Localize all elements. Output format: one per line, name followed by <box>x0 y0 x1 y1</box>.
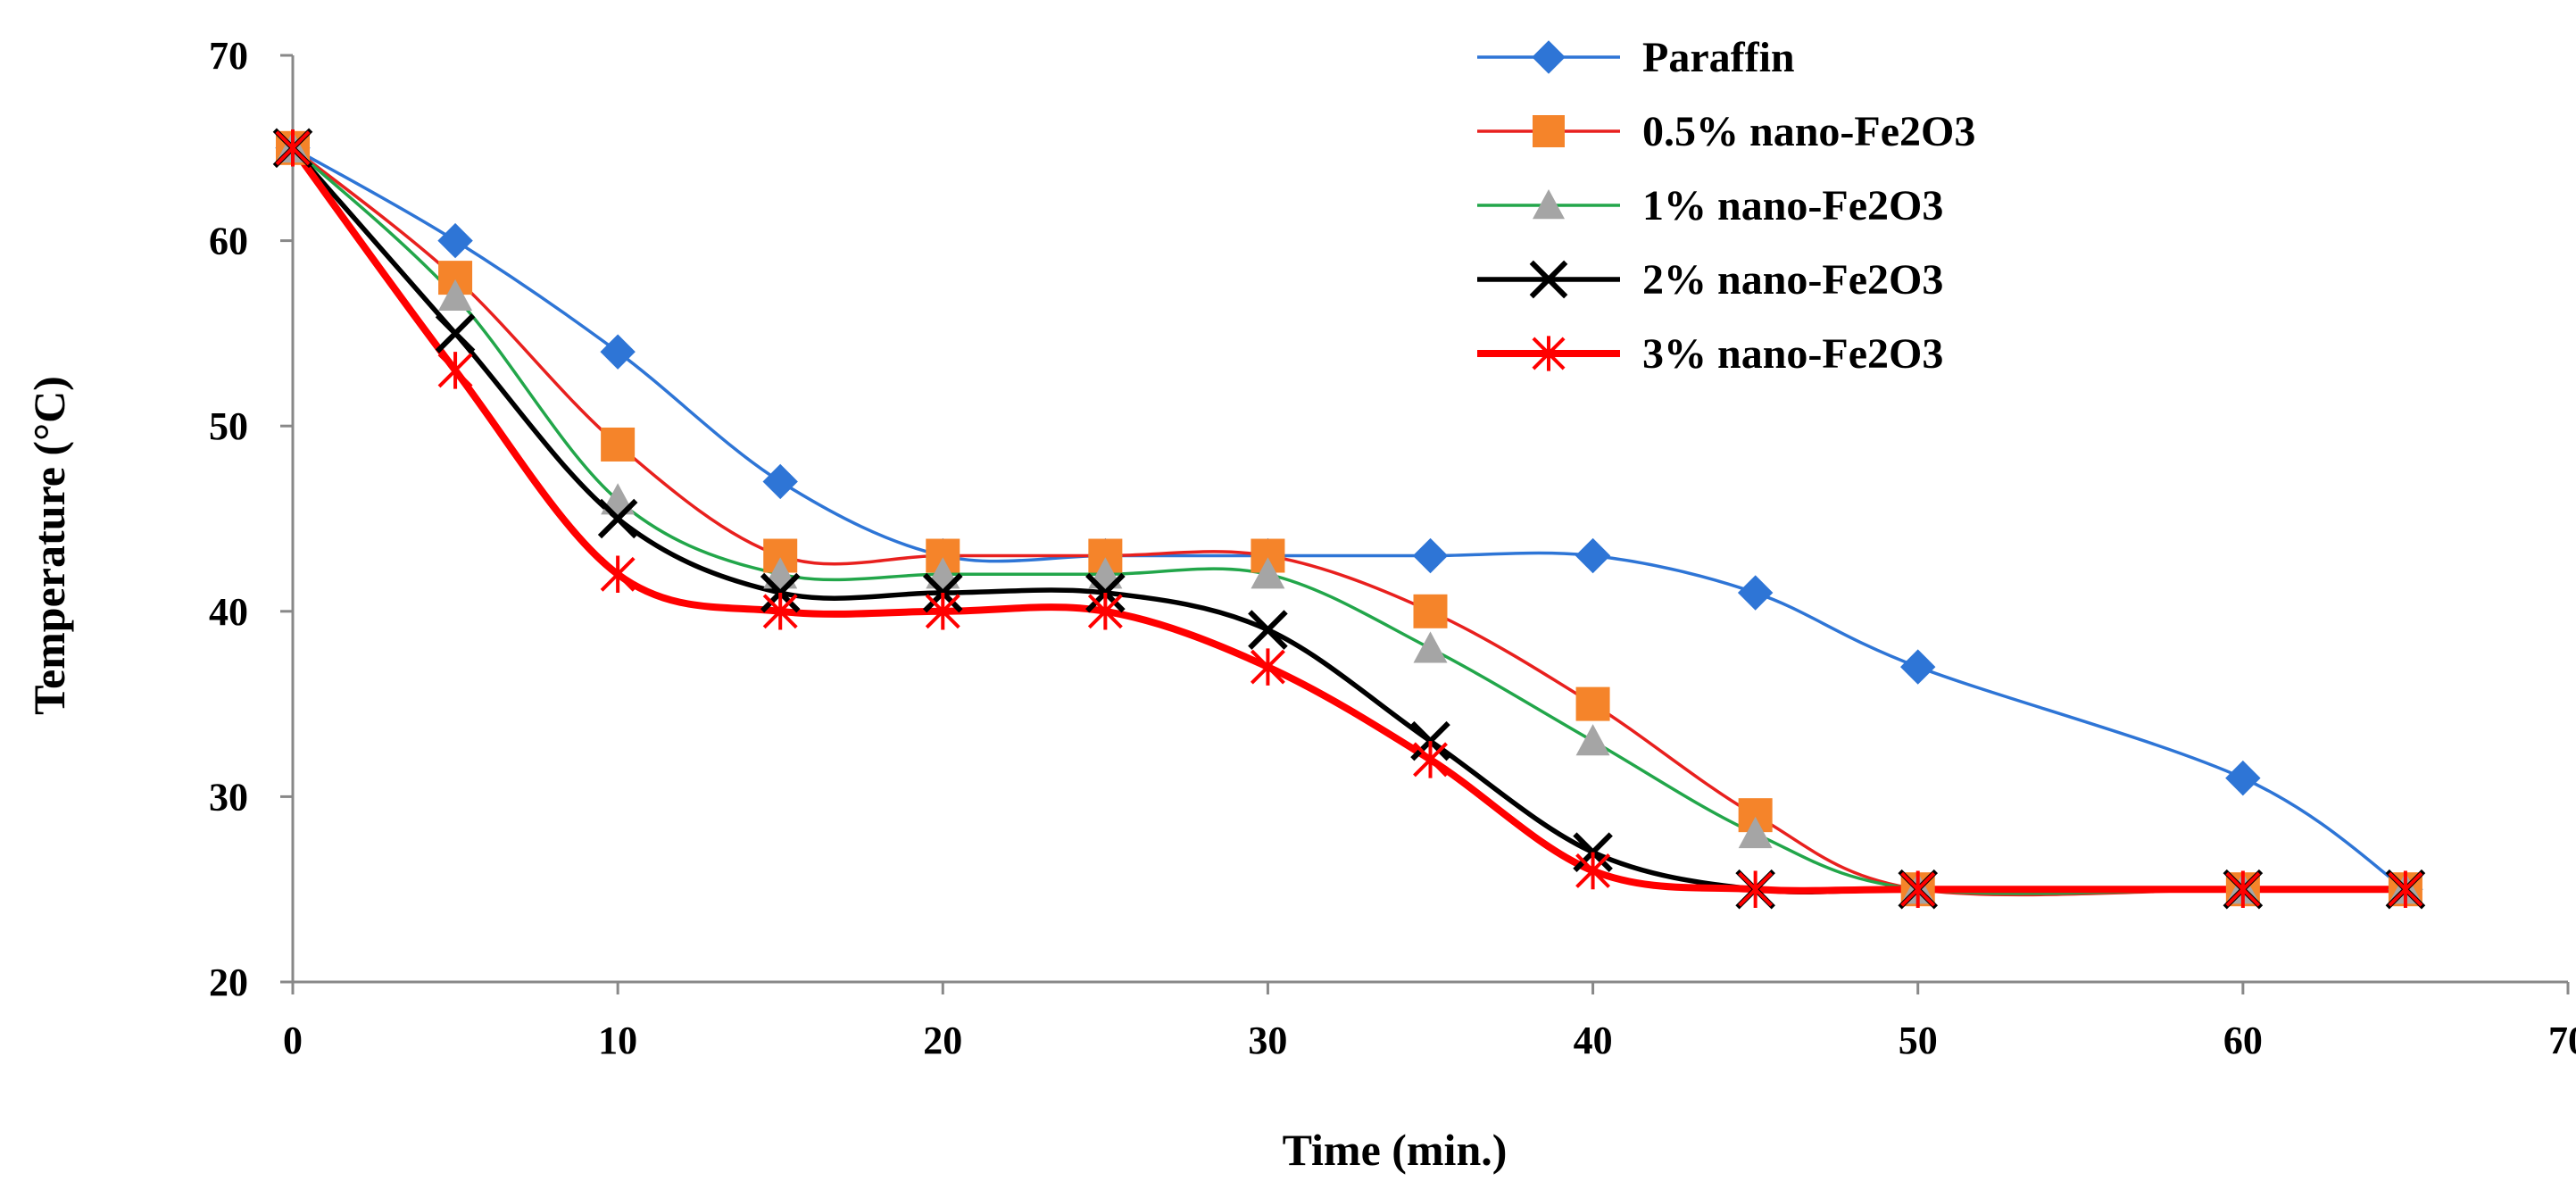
series-markers-1 <box>275 130 2423 907</box>
tick-labels: 20 30 40 50 60 70 0 10 20 30 40 50 60 70 <box>209 34 2576 1062</box>
legend-item: 3% nano-Fe2O3 <box>1477 330 1943 378</box>
x-tick-label: 40 <box>1574 1019 1613 1062</box>
data-point-x <box>1573 832 1613 872</box>
data-point-square <box>1533 115 1565 147</box>
series-lines <box>289 144 2409 897</box>
data-point-triangle <box>1575 724 1610 756</box>
x-tick-label: 50 <box>1899 1019 1938 1062</box>
y-tick-label: 40 <box>209 590 248 634</box>
data-point-triangle <box>438 279 473 312</box>
legend-label: 2% nano-Fe2O3 <box>1642 256 1943 304</box>
series-line-5 <box>289 144 2409 894</box>
data-point-asterisk <box>925 593 960 630</box>
data-point-diamond <box>1737 575 1774 611</box>
series-line-4 <box>290 146 2408 895</box>
y-tick-label: 50 <box>209 404 248 448</box>
series-line-1 <box>291 146 2407 891</box>
data-point-x <box>597 498 638 539</box>
axes <box>291 55 2568 984</box>
data-point-triangle <box>1738 816 1773 849</box>
data-point-x <box>1410 720 1450 761</box>
series-markers-4 <box>272 128 2426 910</box>
x-tick-label: 10 <box>598 1019 637 1062</box>
data-point-square <box>1575 686 1610 721</box>
data-point-diamond <box>1575 537 1611 574</box>
y-tick-label: 30 <box>209 775 248 819</box>
x-tick-label: 70 <box>2548 1019 2576 1062</box>
data-point-triangle <box>1413 631 1448 663</box>
series-markers-2 <box>276 130 2422 907</box>
data-point-diamond <box>2225 760 2261 796</box>
data-point-x <box>922 572 963 613</box>
data-point-diamond <box>1532 40 1566 74</box>
data-point-asterisk <box>1738 870 1774 908</box>
legend-label: 0.5% nano-Fe2O3 <box>1642 108 1975 155</box>
data-point-asterisk <box>1250 648 1285 686</box>
series-markers-5 <box>275 129 2423 908</box>
legend-label: Paraffin <box>1642 34 1795 81</box>
data-point-asterisk <box>437 352 473 389</box>
y-tick-label: 20 <box>209 961 248 1004</box>
data-point-square <box>601 427 636 462</box>
legend-label: 1% nano-Fe2O3 <box>1642 182 1943 229</box>
x-tick-label: 20 <box>923 1019 962 1062</box>
legend: Paraffin 0.5% nano-Fe2O3 1% nano-Fe2O3 2% n… <box>1477 34 1975 378</box>
x-tick-label: 60 <box>2223 1019 2263 1062</box>
data-point-triangle <box>1533 189 1565 220</box>
data-point-asterisk <box>1575 852 1611 890</box>
data-point-asterisk <box>1532 336 1566 371</box>
data-point-asterisk <box>2225 870 2261 908</box>
legend-item: 1% nano-Fe2O3 <box>1477 182 1943 229</box>
x-tick-label: 30 <box>1248 1019 1287 1062</box>
y-tick-label: 70 <box>209 34 248 78</box>
data-point-asterisk <box>2388 870 2423 908</box>
data-point-asterisk <box>600 555 636 594</box>
data-point-square <box>1413 594 1448 628</box>
data-point-asterisk <box>1900 870 1936 908</box>
y-axis-title: Temperature (°C) <box>24 376 74 715</box>
legend-item: 0.5% nano-Fe2O3 <box>1477 108 1975 155</box>
series-markers <box>272 128 2426 910</box>
data-point-x <box>1085 572 1126 613</box>
data-point-diamond <box>1900 649 1936 685</box>
data-point-asterisk <box>275 129 311 167</box>
data-point-x <box>760 572 801 613</box>
data-point-asterisk <box>762 593 798 630</box>
y-tick-label: 60 <box>209 220 248 263</box>
data-point-diamond <box>762 463 798 500</box>
series-line-3 <box>291 146 2407 895</box>
data-point-x <box>1248 610 1288 650</box>
legend-label: 3% nano-Fe2O3 <box>1642 330 1943 378</box>
data-point-asterisk <box>1087 593 1123 630</box>
data-point-diamond <box>437 222 473 259</box>
x-axis-title: Time (min.) <box>1283 1125 1508 1175</box>
series-markers-3 <box>276 130 2422 904</box>
legend-item: Paraffin <box>1477 34 1795 81</box>
data-point-x <box>435 313 476 354</box>
data-point-diamond <box>1412 537 1449 574</box>
data-point-asterisk <box>1413 741 1448 778</box>
data-point-triangle <box>1251 557 1285 589</box>
series-line-2 <box>291 146 2407 897</box>
data-point-diamond <box>600 334 636 370</box>
data-point-x <box>1529 260 1568 299</box>
x-tick-label: 0 <box>283 1019 303 1062</box>
legend-item: 2% nano-Fe2O3 <box>1477 256 1943 304</box>
